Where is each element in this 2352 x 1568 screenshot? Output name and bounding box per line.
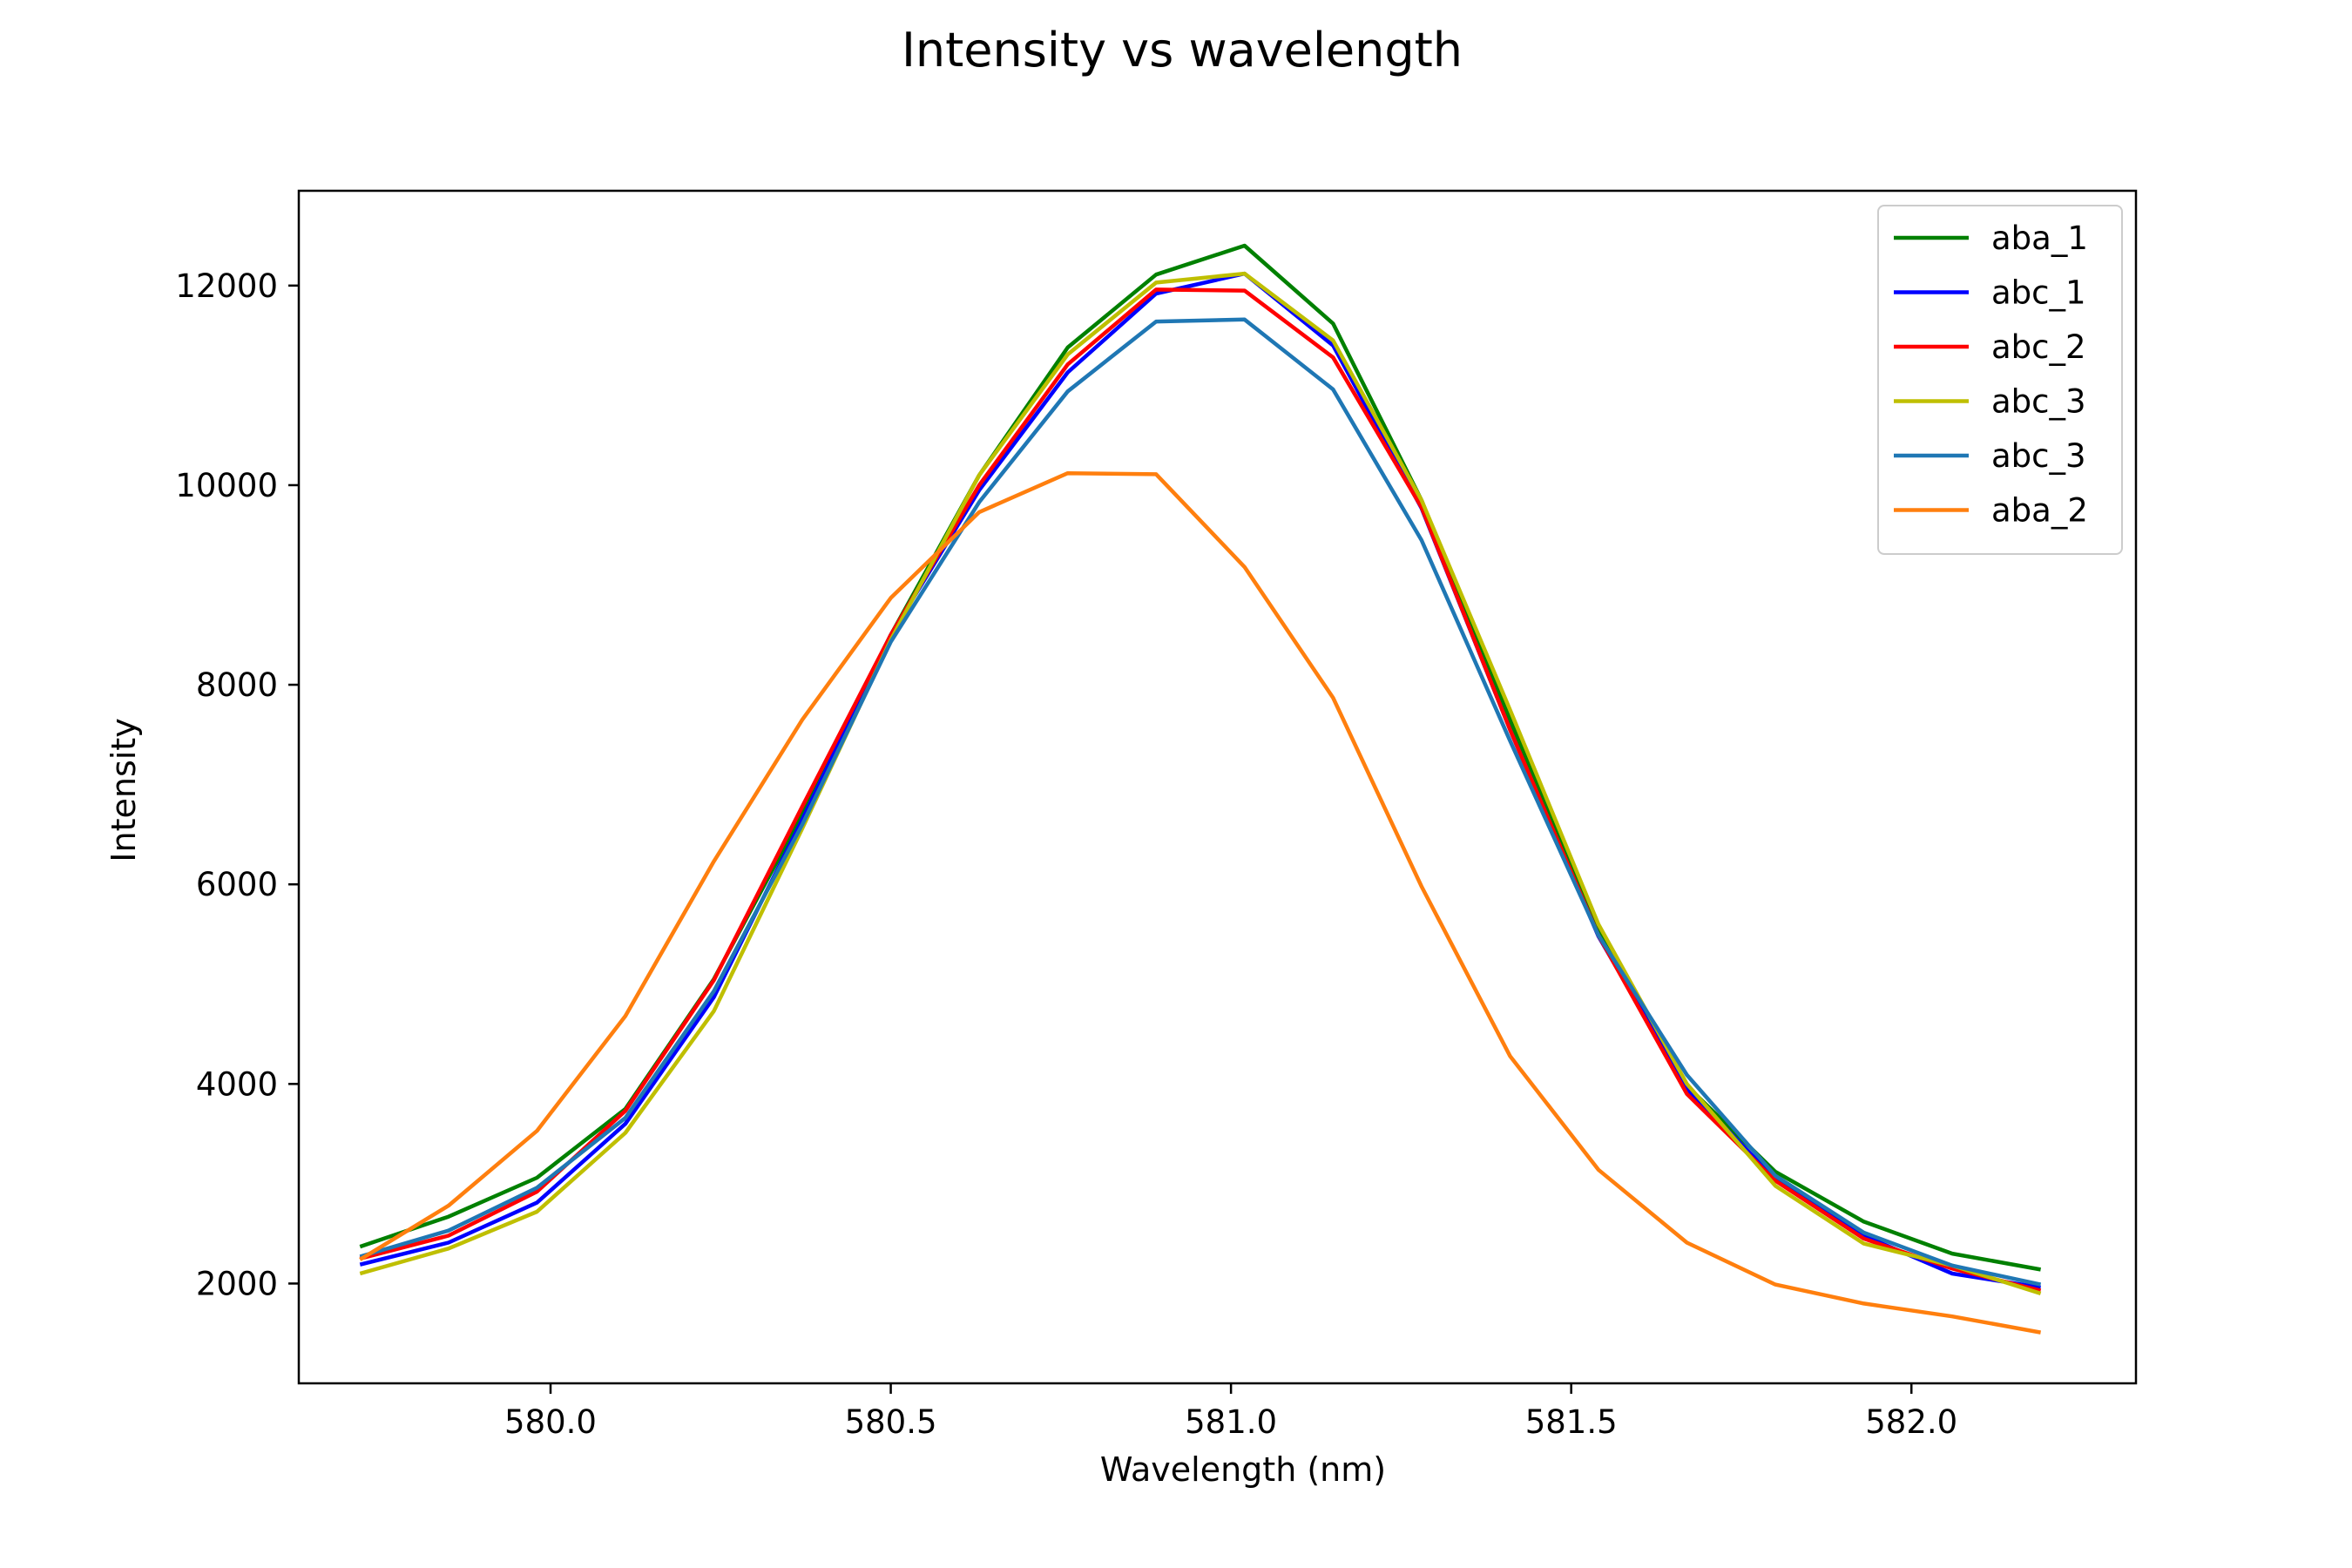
axes-frame [297,189,2138,1385]
y-tick-label: 12000 [175,267,278,305]
y-tick-label: 6000 [196,866,278,903]
legend: aba_1 abc_1 abc_2 abc_3 abc_3 aba_2 [1877,205,2123,555]
chart-title: Intensity vs wavelength [902,23,1463,78]
x-tick-label: 580.5 [845,1403,937,1441]
y-axis-label: Intensity [105,718,143,862]
series-lines [359,243,2042,1335]
y-tick-label: 8000 [196,666,278,704]
series-line-6 [359,470,2042,1335]
series-line-5 [359,317,2042,1287]
y-tick-label: 2000 [196,1265,278,1302]
legend-label: aba_2 [1991,492,2088,530]
y-axis: 2000 4000 6000 8000 10000 12000 [175,267,299,1302]
x-tick-label: 582.0 [1865,1403,1957,1441]
x-tick-label: 581.0 [1185,1403,1277,1441]
series-line-4 [359,271,2042,1296]
legend-label: abc_1 [1991,274,2086,312]
y-tick-label: 10000 [175,467,278,504]
legend-label: aba_1 [1991,220,2088,257]
x-axis: 580.0 580.5 581.0 581.5 582.0 [504,1383,1957,1441]
x-tick-label: 581.5 [1525,1403,1618,1441]
x-tick-label: 580.0 [504,1403,597,1441]
legend-label: abc_2 [1991,328,2086,366]
y-tick-label: 4000 [196,1065,278,1103]
x-axis-label: Wavelength (nm) [1100,1450,1386,1489]
legend-label: abc_3 [1991,383,2086,421]
legend-label: abc_3 [1991,437,2086,475]
